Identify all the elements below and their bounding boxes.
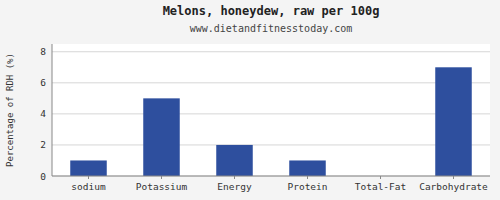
title: Melons, honeydew, raw per 100g (163, 4, 380, 18)
y-tick-label: 4 (40, 108, 46, 119)
x-tick (453, 176, 454, 179)
y-tick-label: 8 (40, 46, 46, 57)
x-tick (161, 176, 162, 179)
x-tick-label: Energy (217, 181, 252, 192)
bar (216, 145, 253, 176)
bar (435, 67, 472, 176)
chart: 0 2 4 6 8 sodium Potassium Energy Protein Total-F… (0, 0, 500, 200)
x-tick-label: Total-Fat (355, 181, 406, 192)
x-tick-label: Protein (287, 181, 327, 192)
grid-line (52, 144, 490, 145)
grid-line (52, 176, 490, 177)
x-tick (234, 176, 235, 179)
bar (70, 160, 107, 176)
y-tick-label: 0 (40, 171, 46, 182)
grid-line (52, 113, 490, 114)
grid-line (52, 51, 490, 52)
grid-line (52, 82, 490, 83)
x-axis-line (52, 176, 490, 177)
y-tick-label: 6 (40, 77, 46, 88)
chart-container: 0 2 4 6 8 sodium Potassium Energy Protein Total-F… (0, 0, 500, 200)
subtitle: www.dietandfitnesstoday.com (190, 23, 353, 34)
x-tick-label: Carbohydrate (419, 181, 488, 192)
y-grid (52, 52, 490, 176)
bar (289, 160, 326, 176)
y-tick-label: 2 (40, 139, 46, 150)
bar (143, 98, 180, 176)
y-axis-label: Percentage of RDH (%) (5, 53, 15, 167)
x-tick-label: sodium (71, 181, 106, 192)
bars (70, 67, 472, 176)
x-tick (307, 176, 308, 179)
plot-background (52, 44, 490, 176)
x-tick-label: Potassium (136, 181, 188, 192)
x-tick (380, 176, 381, 179)
x-tick (88, 176, 89, 179)
y-axis-line (52, 44, 53, 176)
